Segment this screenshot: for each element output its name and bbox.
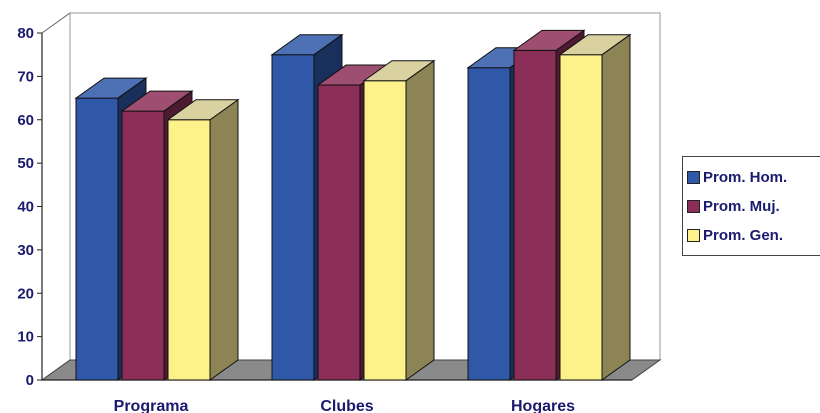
bar [559, 54, 603, 381]
y-tick-label: 70 [17, 68, 34, 85]
legend-item-hom: Prom. Hom. [687, 163, 820, 192]
bar-top [558, 34, 632, 56]
legend: Prom. Hom. Prom. Muj. Prom. Gen. [682, 156, 820, 256]
y-tick-label: 0 [26, 372, 34, 389]
y-tick-label: 10 [17, 329, 34, 346]
side-wall [41, 12, 71, 381]
bar [271, 54, 315, 381]
y-tick-label: 20 [17, 285, 34, 302]
bar-side [601, 33, 631, 381]
y-tick-label: 30 [17, 242, 34, 259]
bar [467, 67, 511, 381]
bar-top [166, 99, 240, 121]
bar [121, 110, 165, 381]
legend-swatch-muj [687, 200, 700, 213]
legend-swatch-gen [687, 229, 700, 242]
y-tick-label: 80 [17, 25, 34, 42]
legend-item-muj: Prom. Muj. [687, 192, 820, 221]
bar-top [270, 34, 344, 56]
legend-item-gen: Prom. Gen. [687, 221, 820, 250]
legend-label-hom: Prom. Hom. [703, 169, 788, 186]
category-label: Clubes [320, 398, 373, 413]
y-tick-label: 40 [17, 199, 34, 216]
bar-top [74, 77, 148, 99]
bar [513, 49, 557, 381]
category-label: Hogares [511, 398, 575, 413]
bar-top [512, 29, 586, 51]
bar-side [209, 98, 239, 381]
y-tick-label: 60 [17, 112, 34, 129]
bar [317, 84, 361, 381]
category-label: Programa [114, 398, 189, 413]
bar [75, 97, 119, 381]
bar [167, 119, 211, 381]
bar-top [362, 60, 436, 82]
bar [363, 80, 407, 381]
legend-swatch-hom [687, 171, 700, 184]
y-tick-label: 50 [17, 155, 34, 172]
legend-label-gen: Prom. Gen. [703, 227, 784, 244]
bar-side [405, 59, 435, 381]
legend-label-muj: Prom. Muj. [703, 198, 780, 215]
bar-top [120, 90, 194, 112]
